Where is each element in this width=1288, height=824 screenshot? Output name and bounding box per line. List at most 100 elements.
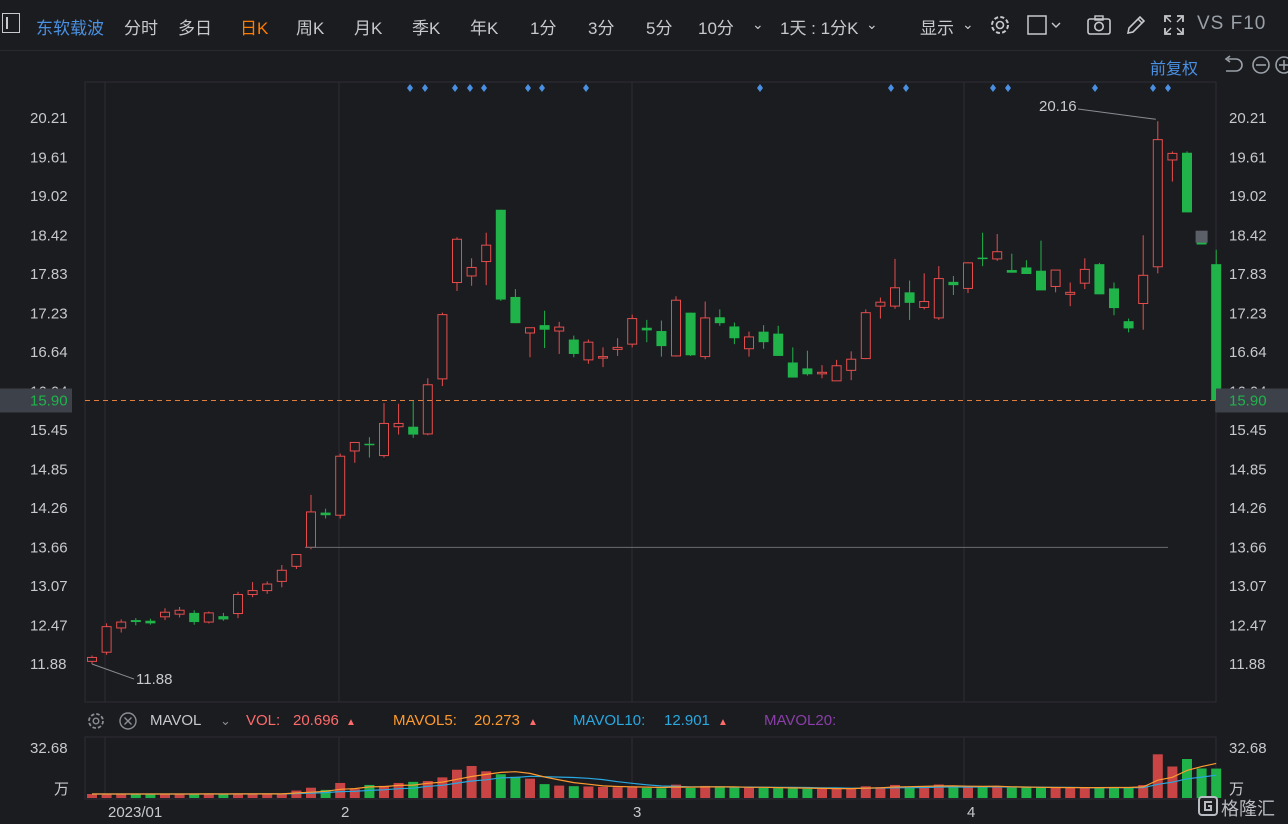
price-tick-label: 16.64 bbox=[1229, 344, 1267, 361]
candle-body bbox=[218, 616, 229, 620]
vol-axis-unit-right: 万 bbox=[1229, 781, 1245, 798]
display-menu[interactable]: 显示 bbox=[920, 19, 954, 38]
candle-body bbox=[1138, 274, 1149, 304]
volume-bar bbox=[437, 777, 448, 798]
volume-bars bbox=[87, 754, 1222, 798]
volume-bar bbox=[262, 794, 273, 798]
volume-bar bbox=[495, 774, 506, 798]
signal-marker bbox=[757, 84, 763, 92]
camera-icon[interactable] bbox=[1086, 13, 1112, 37]
kline-chart[interactable]: 20.2119.6119.0218.4217.8317.2316.6416.04… bbox=[0, 51, 1288, 824]
candle-body bbox=[525, 327, 535, 334]
signal-marker bbox=[525, 84, 531, 92]
price-tick-label: 12.47 bbox=[30, 617, 68, 634]
candle-body bbox=[817, 371, 827, 375]
price-tick-label: 20.21 bbox=[1229, 110, 1267, 127]
vs-f10-button[interactable]: VS F10 bbox=[1197, 13, 1267, 34]
signal-marker bbox=[990, 84, 996, 92]
chart-overlay: 15.90 15.90 20.16 11.88 bbox=[0, 98, 1288, 688]
volume-bar bbox=[233, 793, 243, 798]
volume-bar bbox=[1036, 787, 1046, 798]
candle-body bbox=[160, 611, 170, 618]
chevron-down-icon[interactable]: ⌄ bbox=[752, 16, 764, 32]
zoom-in-icon[interactable] bbox=[1275, 56, 1288, 74]
chevron-down-icon[interactable]: ⌄ bbox=[220, 713, 231, 728]
period-tab-1min[interactable]: 1分 bbox=[530, 19, 557, 38]
volume-bar bbox=[1109, 787, 1119, 798]
volume-bar bbox=[276, 793, 287, 798]
candle-body bbox=[510, 296, 521, 324]
volume-bar bbox=[977, 786, 988, 798]
volume-bar bbox=[744, 787, 754, 798]
candle-body bbox=[116, 621, 127, 629]
up-arrow-icon: ▲ bbox=[718, 717, 728, 728]
interval-selector[interactable]: 1天 : 1分K bbox=[780, 19, 859, 38]
period-tab-monthly-k[interactable]: 月K bbox=[354, 19, 383, 38]
volume-bar bbox=[203, 793, 214, 798]
price-tick-label: 19.61 bbox=[30, 149, 68, 166]
current-price-tag-left bbox=[0, 388, 72, 413]
date-axis: 2023/01 2 3 4 bbox=[108, 804, 975, 821]
volume-bar bbox=[116, 794, 127, 798]
volume-bar bbox=[1211, 768, 1222, 798]
fullscreen-icon[interactable] bbox=[1162, 13, 1186, 37]
gear-icon[interactable] bbox=[86, 711, 106, 731]
panel-toggle-icon[interactable] bbox=[2, 13, 20, 33]
close-icon[interactable] bbox=[118, 711, 138, 731]
candle-body bbox=[787, 362, 798, 378]
volume-bar bbox=[612, 787, 623, 798]
zoom-out-icon[interactable] bbox=[1252, 56, 1270, 74]
chevron-down-icon[interactable]: ⌄ bbox=[866, 16, 878, 32]
chart-zoom-controls bbox=[1224, 55, 1288, 74]
volume-bar bbox=[510, 776, 521, 798]
volume-bar bbox=[700, 785, 711, 798]
color-box-icon[interactable] bbox=[1026, 13, 1062, 37]
candle-body bbox=[101, 626, 112, 653]
date-tick-label: 2 bbox=[341, 804, 349, 821]
candle-body bbox=[1211, 264, 1222, 401]
candle-body bbox=[568, 339, 579, 354]
candle-body bbox=[802, 368, 813, 375]
undo-icon[interactable] bbox=[1224, 55, 1243, 72]
volume-bar bbox=[1079, 787, 1090, 798]
candle-body bbox=[393, 422, 404, 428]
candle-body bbox=[320, 512, 331, 516]
volume-bar bbox=[963, 786, 973, 798]
price-tick-label: 11.88 bbox=[1229, 656, 1265, 673]
volume-bar bbox=[189, 794, 200, 798]
low-label-leader bbox=[91, 663, 135, 680]
period-tab-quarterly-k[interactable]: 季K bbox=[412, 19, 441, 38]
volume-bar bbox=[1065, 787, 1076, 798]
period-tab-daily-k[interactable]: 日K bbox=[240, 19, 269, 38]
price-tick-label: 18.42 bbox=[30, 227, 68, 244]
candle-body bbox=[379, 422, 389, 457]
period-tab-multiday[interactable]: 多日 bbox=[178, 19, 212, 38]
stock-name[interactable]: 东软载波 bbox=[36, 19, 104, 38]
signal-marker bbox=[1005, 84, 1011, 92]
period-tab-5min[interactable]: 5分 bbox=[646, 19, 673, 38]
period-tab-weekly-k[interactable]: 周K bbox=[296, 19, 325, 38]
price-tick-label: 13.66 bbox=[30, 539, 68, 556]
volume-bar bbox=[1138, 785, 1149, 798]
chart-grid bbox=[84, 81, 1217, 800]
indicator-name[interactable]: MAVOL bbox=[150, 712, 202, 729]
candle-body bbox=[1152, 139, 1163, 268]
candle-body bbox=[437, 314, 448, 380]
pencil-icon[interactable] bbox=[1124, 13, 1148, 37]
volume-bar bbox=[408, 781, 419, 798]
adjust-mode-button[interactable]: 前复权 bbox=[1150, 61, 1199, 78]
volume-bar bbox=[291, 790, 302, 798]
period-tab-3min[interactable]: 3分 bbox=[588, 19, 615, 38]
volume-bar bbox=[685, 787, 696, 798]
period-tab-fenshi[interactable]: 分时 bbox=[124, 19, 158, 38]
price-tick-label: 19.02 bbox=[30, 188, 68, 205]
mavol10-label: MAVOL10: bbox=[573, 712, 646, 729]
chevron-down-icon[interactable]: ⌄ bbox=[962, 16, 974, 32]
period-tab-10min[interactable]: 10分 bbox=[698, 19, 734, 38]
gear-icon[interactable] bbox=[988, 13, 1012, 37]
period-tab-yearly-k[interactable]: 年K bbox=[470, 19, 499, 38]
price-tick-label: 16.64 bbox=[30, 344, 68, 361]
volume-bar bbox=[218, 794, 229, 798]
volume-bar bbox=[145, 794, 156, 798]
price-axis-left: 20.2119.6119.0218.4217.8317.2316.6416.04… bbox=[30, 110, 68, 673]
